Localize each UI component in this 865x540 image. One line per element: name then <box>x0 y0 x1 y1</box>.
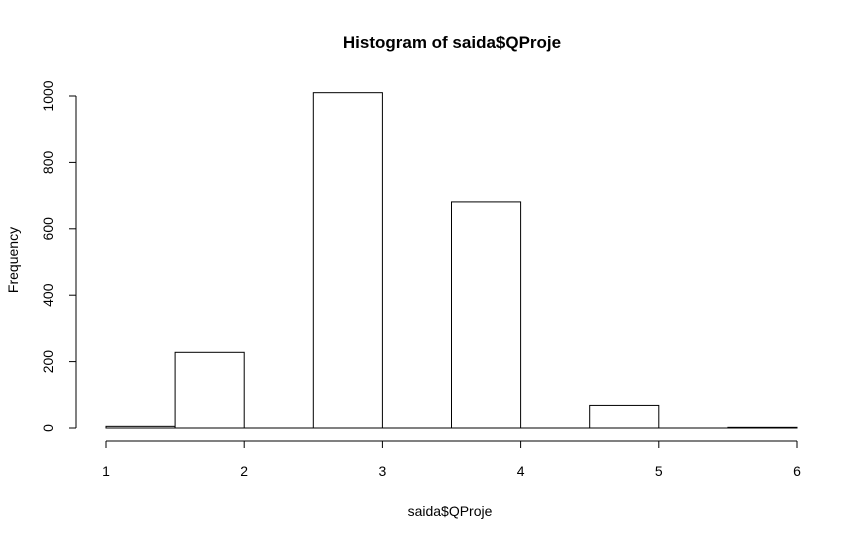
y-axis-label: Frequency <box>5 227 21 293</box>
histogram-bar <box>174 351 245 429</box>
histogram-bar <box>589 404 660 429</box>
x-tick-label: 1 <box>102 463 110 479</box>
histogram-bar <box>105 425 176 429</box>
y-tick-label: 1000 <box>40 80 56 111</box>
y-tick-label: 0 <box>40 424 56 432</box>
y-tick-label: 400 <box>40 283 56 307</box>
bars-group <box>105 92 798 429</box>
y-tick-label: 200 <box>40 350 56 374</box>
x-tick-label: 3 <box>379 463 387 479</box>
histogram-bar <box>312 92 383 429</box>
y-tick-label: 600 <box>40 217 56 241</box>
x-tick-label: 6 <box>793 463 801 479</box>
x-tick-label: 4 <box>517 463 525 479</box>
y-axis: 0 200 400 600 800 1000 <box>40 80 77 432</box>
y-tick-label: 800 <box>40 151 56 175</box>
chart-title: Histogram of saida$QProje <box>343 33 561 52</box>
x-tick-label: 5 <box>655 463 663 479</box>
x-axis-label: saida$QProje <box>408 503 493 519</box>
x-tick-label: 2 <box>240 463 248 479</box>
histogram-bar <box>451 201 522 429</box>
histogram-bar <box>727 426 798 429</box>
x-axis: 1 2 3 4 5 6 <box>102 440 801 479</box>
